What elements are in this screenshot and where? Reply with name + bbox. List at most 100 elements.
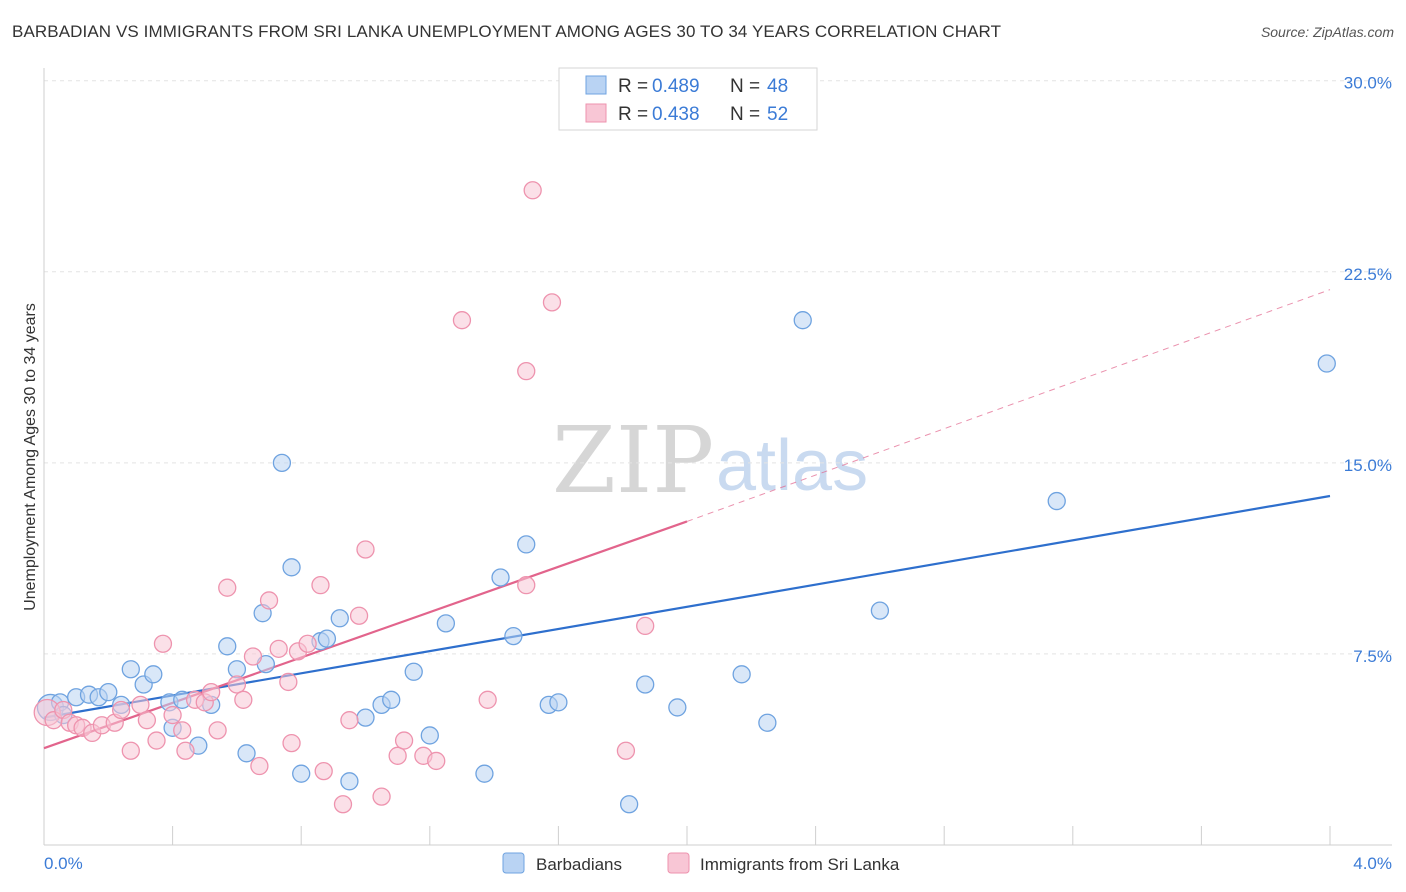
point-barbadians [475, 764, 494, 783]
data-points [33, 181, 1336, 814]
point-sri-lanka [452, 311, 472, 330]
point-barbadians [218, 637, 237, 656]
x-ticks [43, 826, 1331, 845]
point-sri-lanka [173, 721, 192, 740]
point-barbadians [668, 698, 687, 717]
point-barbadians [870, 601, 890, 620]
legend-swatch-sri-lanka-bottom [667, 852, 690, 874]
point-sri-lanka [227, 675, 247, 694]
point-sri-lanka [372, 787, 391, 806]
point-barbadians [282, 558, 301, 577]
y-tick-label: 30.0% [1344, 74, 1392, 93]
point-barbadians [292, 764, 311, 783]
point-barbadians [237, 744, 256, 763]
point-sri-lanka [394, 731, 414, 750]
legend-swatch-barbadians-bottom [502, 852, 525, 874]
legend-swatch-sri-lanka [585, 103, 607, 123]
point-barbadians [517, 535, 536, 554]
point-barbadians [340, 772, 359, 791]
y-axis-title: Unemployment Among Ages 30 to 34 years [22, 303, 39, 611]
source-label: Source: ZipAtlas.com [1260, 24, 1394, 40]
legend-r-label-2: R = [618, 104, 648, 125]
point-sri-lanka [279, 672, 298, 692]
point-barbadians [420, 726, 439, 745]
point-sri-lanka [153, 634, 173, 653]
x-tick-label-min: 0.0% [44, 854, 83, 873]
legend-r-value-1: 0.489 [652, 76, 700, 97]
point-barbadians [793, 311, 812, 330]
correlation-legend: R = 0.489 N = 48 R = 0.438 N = 52 [558, 67, 818, 131]
gridlines [44, 80, 1392, 655]
point-barbadians [549, 693, 568, 712]
point-sri-lanka [137, 711, 157, 730]
point-sri-lanka [234, 690, 253, 709]
point-sri-lanka [243, 647, 263, 666]
point-sri-lanka [349, 606, 369, 625]
point-barbadians [404, 662, 423, 681]
trend-line [43, 520, 688, 750]
point-barbadians [356, 708, 375, 727]
point-barbadians [436, 614, 456, 633]
legend-n-value-2: 52 [767, 104, 788, 125]
point-sri-lanka [202, 682, 221, 702]
point-sri-lanka [478, 690, 497, 709]
point-sri-lanka [121, 741, 140, 760]
point-sri-lanka [250, 756, 269, 776]
point-barbadians [272, 453, 292, 473]
point-sri-lanka [311, 576, 330, 595]
legend-n-value-1: 48 [767, 76, 788, 97]
point-sri-lanka [636, 616, 655, 636]
point-barbadians [636, 675, 655, 694]
point-barbadians [1047, 491, 1066, 511]
y-tick-label: 22.5% [1344, 265, 1392, 284]
point-sri-lanka [517, 576, 536, 595]
point-barbadians [227, 660, 247, 679]
point-barbadians [491, 568, 510, 587]
point-sri-lanka [356, 540, 375, 559]
trend-line-extension [686, 289, 1331, 522]
point-sri-lanka [208, 721, 227, 740]
point-sri-lanka [112, 700, 131, 720]
point-barbadians [144, 665, 163, 684]
watermark: ZIP atlas [552, 407, 868, 514]
watermark-atlas: atlas [716, 426, 868, 506]
point-barbadians [504, 626, 523, 646]
point-sri-lanka [163, 705, 182, 725]
y-tick-label: 7.5% [1353, 647, 1392, 666]
legend-r-value-2: 0.438 [652, 104, 700, 125]
point-sri-lanka [269, 639, 288, 658]
watermark-zip: ZIP [552, 407, 714, 514]
legend-label-sri-lanka: Immigrants from Sri Lanka [700, 855, 900, 874]
point-sri-lanka [131, 695, 150, 715]
point-sri-lanka [542, 293, 562, 312]
point-sri-lanka [282, 733, 301, 753]
point-barbadians [732, 665, 751, 684]
point-barbadians [121, 660, 140, 679]
trend-lines [43, 289, 1331, 750]
point-sri-lanka [517, 362, 536, 381]
point-sri-lanka [298, 634, 317, 653]
point-barbadians [382, 690, 401, 709]
point-barbadians [619, 795, 639, 814]
point-sri-lanka [333, 795, 353, 814]
y-tick-labels: 7.5% 15.0% 22.5% 30.0% [1344, 74, 1392, 666]
point-sri-lanka [218, 578, 237, 597]
point-sri-lanka [314, 761, 333, 781]
point-barbadians [99, 682, 118, 702]
point-sri-lanka [176, 741, 195, 760]
legend-label-barbadians: Barbadians [536, 855, 622, 874]
point-barbadians [758, 713, 777, 732]
point-sri-lanka [616, 741, 636, 760]
legend-r-label-1: R = [618, 76, 648, 97]
point-sri-lanka [340, 711, 359, 730]
point-sri-lanka [427, 751, 446, 771]
point-sri-lanka [259, 591, 279, 610]
legend-n-label-2: N = [730, 104, 760, 125]
point-sri-lanka [147, 731, 166, 750]
trend-line [43, 494, 1331, 719]
x-tick-label-max: 4.0% [1353, 854, 1392, 873]
point-barbadians [1317, 354, 1336, 373]
series-legend: Barbadians Immigrants from Sri Lanka [502, 852, 900, 874]
point-barbadians [330, 609, 349, 628]
